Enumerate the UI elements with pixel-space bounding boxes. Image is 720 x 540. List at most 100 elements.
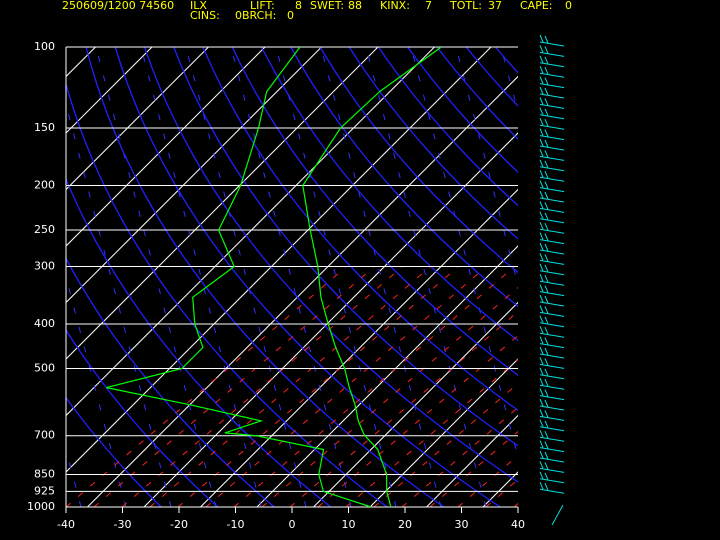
wind-barb [539, 201, 544, 209]
moist-adiabat [500, 47, 518, 115]
wind-barb [544, 35, 549, 44]
wind-barb [539, 471, 544, 479]
wind-barb [544, 420, 549, 428]
x-tick-label: 20 [398, 518, 412, 531]
y-tick-label: 150 [34, 121, 55, 134]
wind-barb [539, 426, 565, 432]
x-tick-label: -10 [227, 518, 245, 531]
wind-barb [539, 239, 565, 245]
dry-adiabat [66, 256, 275, 507]
wind-barb [544, 410, 549, 418]
wind-barb [539, 326, 544, 334]
wind-barb [544, 160, 549, 168]
wind-barb [539, 284, 544, 292]
index-label: BRCH: [242, 9, 276, 22]
dry-adiabat [260, 47, 518, 342]
moist-adiabat [546, 47, 666, 507]
mixing-ratio [93, 266, 375, 507]
isotherm [87, 75, 518, 507]
wind-barb [539, 280, 565, 286]
wind-barb [539, 114, 565, 120]
wind-barb [544, 87, 549, 96]
dry-adiabat [114, 47, 501, 507]
wind-barb [539, 138, 544, 147]
wind-barb [544, 223, 549, 231]
wind-barb [544, 275, 549, 283]
isotherm [653, 47, 720, 507]
wind-barb [539, 72, 565, 78]
wind-barb [544, 171, 549, 179]
wind-barb [544, 191, 549, 200]
wind-barb [539, 83, 565, 89]
wind-barb [539, 436, 565, 442]
dry-adiabat [583, 47, 720, 507]
dry-adiabat [231, 47, 518, 377]
wind-barb [544, 233, 549, 241]
wind-barb [539, 405, 565, 411]
mixing-ratio [401, 406, 518, 507]
mixing-ratio [121, 266, 403, 507]
moist-adiabat [365, 47, 487, 507]
wind-barb [539, 367, 544, 375]
dry-adiabat [66, 81, 388, 507]
wind-barb [544, 254, 549, 262]
x-tick-label: -20 [170, 518, 188, 531]
isotherm [709, 47, 720, 507]
isotherm [482, 471, 518, 507]
background-lines [66, 47, 720, 507]
isotherm [313, 301, 518, 507]
y-tick-label: 300 [34, 259, 55, 272]
wind-barb [544, 327, 549, 335]
wind-barb [539, 166, 565, 172]
wind-barb [544, 139, 549, 148]
wind-barb [539, 294, 544, 303]
index-value: 8 [295, 0, 302, 12]
wind-barb [539, 274, 544, 282]
mixing-ratio [205, 266, 487, 507]
wind-barb [539, 34, 544, 43]
wind-barb [539, 93, 565, 99]
wind-barb [539, 103, 565, 109]
wind-barb [539, 145, 565, 151]
wind-barb [544, 306, 549, 314]
wind-barb [539, 315, 544, 323]
header-stamp: 250609/1200 74560 [62, 0, 174, 12]
index-value: 0 [235, 9, 242, 22]
x-tick-label: -30 [114, 518, 132, 531]
wind-barb [544, 389, 549, 397]
wind-barb [551, 504, 564, 526]
wind-barb [539, 76, 544, 84]
wind-barb [539, 301, 565, 307]
wind-barb [539, 482, 544, 490]
moist-adiabat [230, 47, 352, 507]
wind-barb [544, 431, 549, 439]
wind-barb [539, 409, 544, 417]
x-tick-label: 30 [455, 518, 469, 531]
wind-barb [539, 419, 544, 427]
wind-barb [544, 358, 549, 366]
wind-barb [544, 337, 549, 345]
wind-barb [539, 263, 544, 271]
dry-adiabat [495, 47, 518, 74]
wind-barb [544, 368, 549, 376]
moist-adiabat [275, 47, 397, 507]
wind-barb [539, 467, 565, 473]
wind-barb [539, 270, 565, 276]
wind-barb [539, 305, 544, 313]
dry-adiabat [407, 47, 518, 174]
wind-barb [544, 295, 549, 304]
index-label: CINS: [190, 9, 220, 22]
wind-barb [539, 45, 544, 53]
wind-barb [544, 108, 549, 116]
wind-barb [539, 107, 544, 115]
wind-barb [539, 488, 565, 494]
index-value: 0 [565, 0, 572, 12]
x-tick-label: -40 [57, 518, 75, 531]
y-tick-label: 925 [34, 484, 55, 497]
wind-barb [539, 346, 544, 355]
wind-barb [544, 451, 549, 460]
y-tick-label: 850 [34, 468, 55, 481]
isotherm [66, 47, 266, 247]
